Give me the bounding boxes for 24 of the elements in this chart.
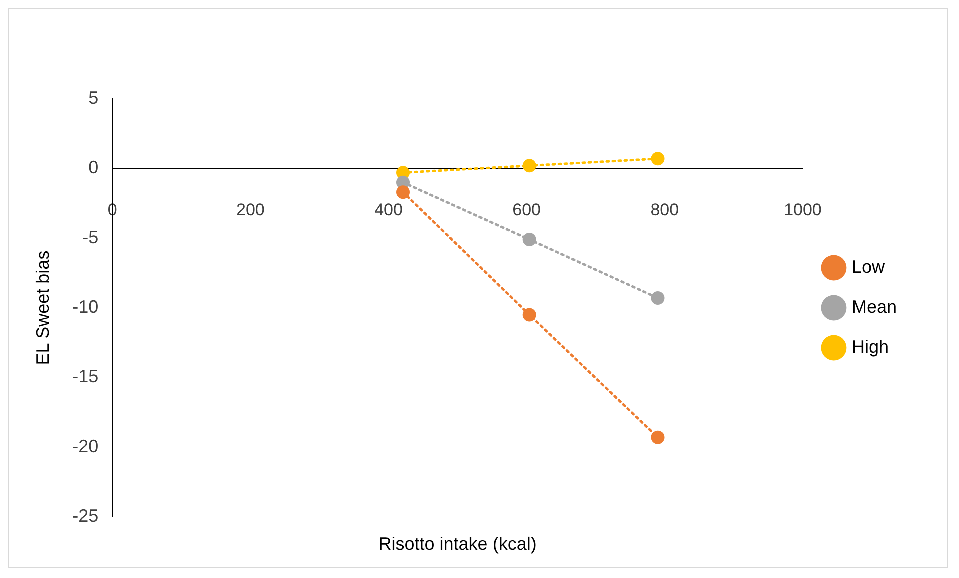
legend-label: High — [852, 336, 890, 357]
y-tick-label: -25 — [72, 506, 99, 526]
y-tick-label: -20 — [72, 436, 99, 456]
y-tick-label: -15 — [72, 366, 99, 387]
y-tick-label: 0 — [88, 158, 99, 178]
point — [651, 152, 665, 166]
y-axis-title: EL Sweet bias — [32, 250, 53, 366]
point — [651, 291, 665, 305]
x-tick-label: 600 — [512, 200, 542, 220]
legend-label: Low — [852, 256, 886, 277]
x-tick-label: 200 — [236, 200, 265, 220]
x-axis-title: Risotto intake (kcal) — [378, 534, 537, 554]
legend-label: Mean — [852, 296, 898, 317]
y-tick-label: -10 — [72, 296, 99, 317]
point — [651, 430, 665, 444]
x-tick-label: 1000 — [784, 200, 822, 220]
y-tick-label: -5 — [82, 227, 99, 248]
point — [522, 159, 536, 173]
point — [522, 232, 536, 246]
x-tick-label: 800 — [650, 200, 680, 220]
point — [522, 308, 536, 322]
y-tick-label: 5 — [88, 88, 99, 108]
x-tick-label: 400 — [374, 200, 403, 220]
point — [396, 186, 410, 200]
